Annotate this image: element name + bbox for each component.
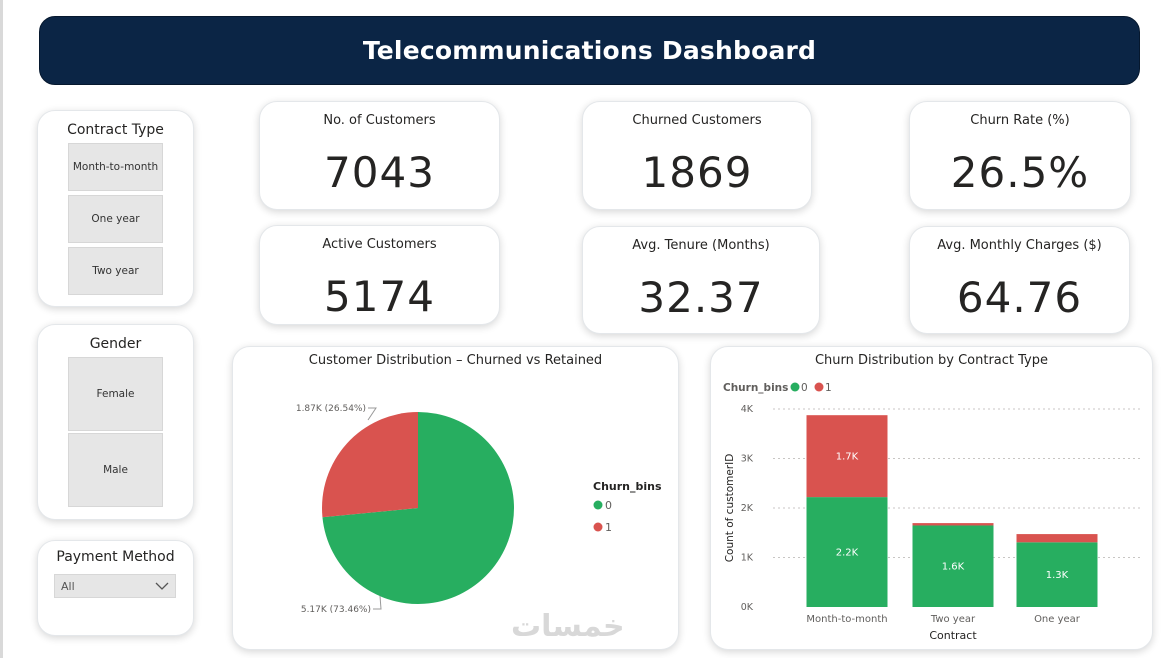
legend-item[interactable]: 1 — [605, 521, 612, 534]
chart-title: Churn Distribution by Contract Type — [814, 353, 1048, 368]
stacked-bar-chart: Churn_bins 0 1 0K 1K 2K 3K 4K Count of customerI… — [723, 382, 1143, 642]
kpi-value: 26.5% — [950, 148, 1090, 197]
x-tick-label: One year — [1034, 614, 1081, 625]
pie-chart-card: Customer Distribution – Churned vs Retai… — [232, 346, 679, 650]
slicer-item-female[interactable]: Female — [68, 357, 163, 431]
bar-data-label: 1.6K — [942, 562, 965, 573]
payment-method-dropdown[interactable]: All — [54, 574, 176, 598]
slicer-item-month-to-month[interactable]: Month-to-month — [68, 143, 163, 191]
bar-segment[interactable] — [912, 525, 994, 607]
pie-chart: 5.17K (73.46%) 1.87K (26.54%) Churn_bins 0 1 — [296, 404, 662, 615]
y-tick-label: 1K — [741, 553, 754, 564]
pie-leader-line — [367, 407, 377, 421]
slicer-title: Payment Method — [56, 549, 175, 565]
bar-data-label: 1.7K — [836, 452, 859, 463]
legend-item[interactable]: 1 — [825, 382, 832, 394]
watermark: خمسات — [511, 609, 625, 644]
kpi-label: Churn Rate (%) — [970, 113, 1070, 128]
slicer-title: Contract Type — [67, 122, 164, 138]
kpi-value: 5174 — [324, 272, 435, 321]
pie-slice-1[interactable] — [322, 412, 418, 518]
kpi-value: 64.76 — [956, 273, 1083, 322]
bar-segment[interactable] — [806, 415, 888, 498]
bar-segment[interactable] — [1016, 534, 1098, 543]
bar-chart-card: Churn Distribution by Contract Type Chur… — [710, 346, 1153, 650]
kpi-card-churn-rate: Churn Rate (%) 26.5% — [909, 101, 1131, 210]
x-tick-label: Month-to-month — [806, 614, 887, 625]
contract-type-slicer: Contract Type Month-to-month One year Tw… — [37, 110, 194, 307]
chevron-down-icon — [155, 582, 169, 590]
pie-data-label: 5.17K (73.46%) — [301, 605, 371, 615]
legend-marker — [593, 500, 603, 510]
pie-slice-0[interactable] — [322, 412, 514, 604]
chart-title: Customer Distribution – Churned vs Retai… — [308, 353, 603, 368]
kpi-value: 1869 — [641, 148, 753, 197]
legend-marker — [593, 522, 603, 532]
slicer-title: Gender — [89, 336, 142, 352]
kpi-card-tenure: Avg. Tenure (Months) 32.37 — [582, 226, 820, 334]
kpi-card-active: Active Customers 5174 — [259, 225, 500, 325]
legend-marker — [814, 382, 824, 392]
kpi-value: 32.37 — [638, 273, 764, 322]
kpi-label: No. of Customers — [323, 113, 436, 128]
gender-slicer: Gender Female Male — [37, 324, 194, 520]
bar-segment[interactable] — [806, 497, 888, 607]
legend-marker — [790, 382, 800, 392]
bar-segment[interactable] — [912, 523, 994, 526]
y-tick-label: 3K — [741, 454, 754, 465]
pie-data-label: 1.87K (26.54%) — [296, 404, 366, 414]
dashboard-header: Telecommunications Dashboard — [39, 16, 1140, 85]
y-axis-label: Count of customerID — [724, 454, 736, 563]
kpi-label: Avg. Monthly Charges ($) — [937, 238, 1102, 253]
y-tick-label: 2K — [741, 503, 754, 514]
slicer-item-two-year[interactable]: Two year — [68, 247, 163, 295]
kpi-label: Churned Customers — [632, 113, 762, 128]
pie-leader-line — [373, 595, 382, 610]
bar-segment[interactable] — [1016, 542, 1098, 607]
left-border — [0, 0, 3, 658]
kpi-card-churned: Churned Customers 1869 — [582, 101, 812, 210]
kpi-card-charges: Avg. Monthly Charges ($) 64.76 — [909, 226, 1130, 334]
bar-data-label: 1.3K — [1046, 570, 1069, 581]
dropdown-value: All — [61, 579, 75, 593]
payment-method-slicer: Payment Method All — [37, 540, 194, 636]
legend-title: Churn_bins — [593, 480, 662, 493]
page-title: Telecommunications Dashboard — [362, 36, 817, 65]
legend-item[interactable]: 0 — [801, 382, 808, 394]
x-tick-label: Two year — [930, 614, 976, 625]
y-tick-label: 0K — [741, 602, 754, 613]
kpi-value: 7043 — [324, 148, 435, 197]
kpi-label: Avg. Tenure (Months) — [632, 238, 770, 253]
kpi-label: Active Customers — [322, 237, 437, 252]
slicer-item-one-year[interactable]: One year — [68, 195, 163, 243]
bar-data-label: 2.2K — [836, 548, 859, 559]
legend-item[interactable]: 0 — [605, 499, 612, 512]
legend-title: Churn_bins — [723, 382, 788, 394]
kpi-card-customers: No. of Customers 7043 — [259, 101, 500, 210]
x-axis-label: Contract — [929, 629, 977, 642]
y-tick-label: 4K — [741, 404, 754, 415]
slicer-item-male[interactable]: Male — [68, 433, 163, 507]
